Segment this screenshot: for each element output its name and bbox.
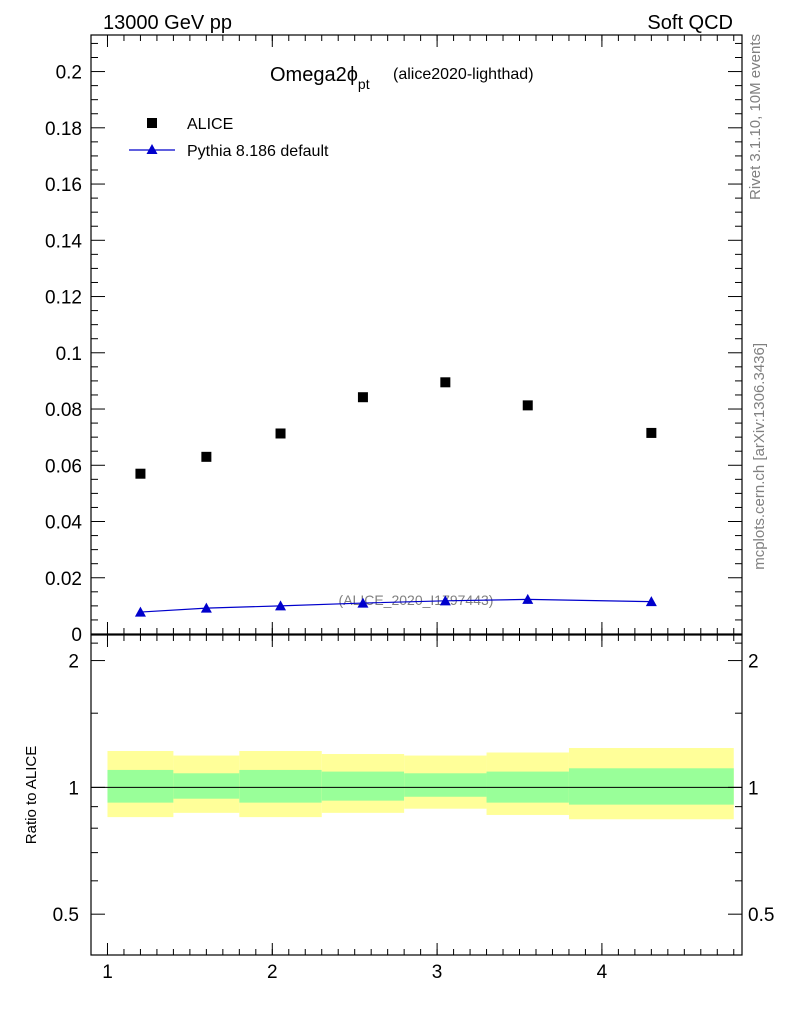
ratio-tick-label-right-2: 2 [748, 652, 759, 673]
legend-marker-pythia [146, 144, 158, 154]
y-tick-label-5: 0.1 [56, 344, 82, 365]
y-tick-label-7: 0.14 [45, 231, 82, 252]
alice-point-6 [646, 427, 657, 438]
ratio-band-inner-2 [239, 769, 322, 803]
upper-frame [90, 34, 743, 635]
ratio-band-inner-3 [321, 771, 405, 801]
alice-point-2 [275, 428, 286, 439]
watermark: (ALICE_2020_I1797443) [339, 592, 494, 608]
ratio-band-inner-0 [107, 769, 174, 803]
ratio-ylabel: Ratio to ALICE [23, 746, 40, 844]
plot-title-tag: (alice2020-lighthad) [393, 66, 534, 83]
alice-point-0 [135, 468, 146, 479]
header-left: 13000 GeV pp [103, 12, 232, 34]
pythia-point-6 [645, 596, 657, 607]
ratio-tick-label-left-1: 1 [68, 778, 79, 799]
alice-point-1 [201, 451, 212, 462]
plot-title-main: Omega2ϕ [270, 64, 358, 86]
pythia-point-5 [522, 593, 534, 604]
alice-point-3 [357, 392, 368, 403]
pythia-point-3 [357, 597, 369, 608]
y-tick-label-3: 0.06 [45, 456, 82, 477]
pythia-point-4 [439, 595, 451, 606]
side-text-bottom: mcplots.cern.ch [arXiv:1306.3436] [751, 343, 768, 570]
plot-title-sub: pt [358, 76, 370, 92]
plot-title: Omega2ϕpt [270, 64, 370, 92]
y-tick-label-6: 0.12 [45, 288, 82, 309]
side-text-top: Rivet 3.1.10, 10M events [747, 34, 764, 200]
y-tick-label-10: 0.2 [56, 63, 82, 84]
ratio-band-inner-1 [173, 773, 240, 799]
ratio-band-inner-6 [568, 768, 734, 805]
legend-label-alice: ALICE [187, 116, 233, 133]
ratio-tick-label-left-0: 0.5 [53, 905, 79, 926]
ratio-tick-label-left-2: 2 [68, 652, 79, 673]
x-tick-label-3: 4 [597, 962, 608, 983]
y-tick-label-4: 0.08 [45, 400, 82, 421]
lower-frame [90, 634, 743, 956]
x-tick-label-2: 3 [432, 962, 443, 983]
y-tick-label-8: 0.16 [45, 175, 82, 196]
ratio-tick-label-right-0: 0.5 [748, 905, 774, 926]
x-tick-label-0: 1 [102, 962, 113, 983]
legend-marker-alice [147, 118, 157, 128]
y-tick-label-2: 0.04 [45, 513, 82, 534]
y-tick-label-0: 0 [71, 625, 82, 646]
alice-point-4 [440, 377, 451, 388]
header-right: Soft QCD [647, 12, 733, 34]
pythia-point-2 [275, 600, 287, 611]
x-tick-label-1: 2 [267, 962, 278, 983]
y-tick-label-1: 0.02 [45, 569, 82, 590]
pythia-point-1 [200, 602, 212, 613]
ratio-tick-label-right-1: 1 [748, 778, 759, 799]
y-tick-label-9: 0.18 [45, 119, 82, 140]
legend-label-pythia: Pythia 8.186 default [187, 143, 329, 160]
ratio-band-inner-4 [404, 773, 487, 797]
pythia-point-0 [134, 606, 146, 617]
alice-point-5 [522, 400, 533, 411]
legend: ALICE Pythia 8.186 default [129, 116, 329, 160]
